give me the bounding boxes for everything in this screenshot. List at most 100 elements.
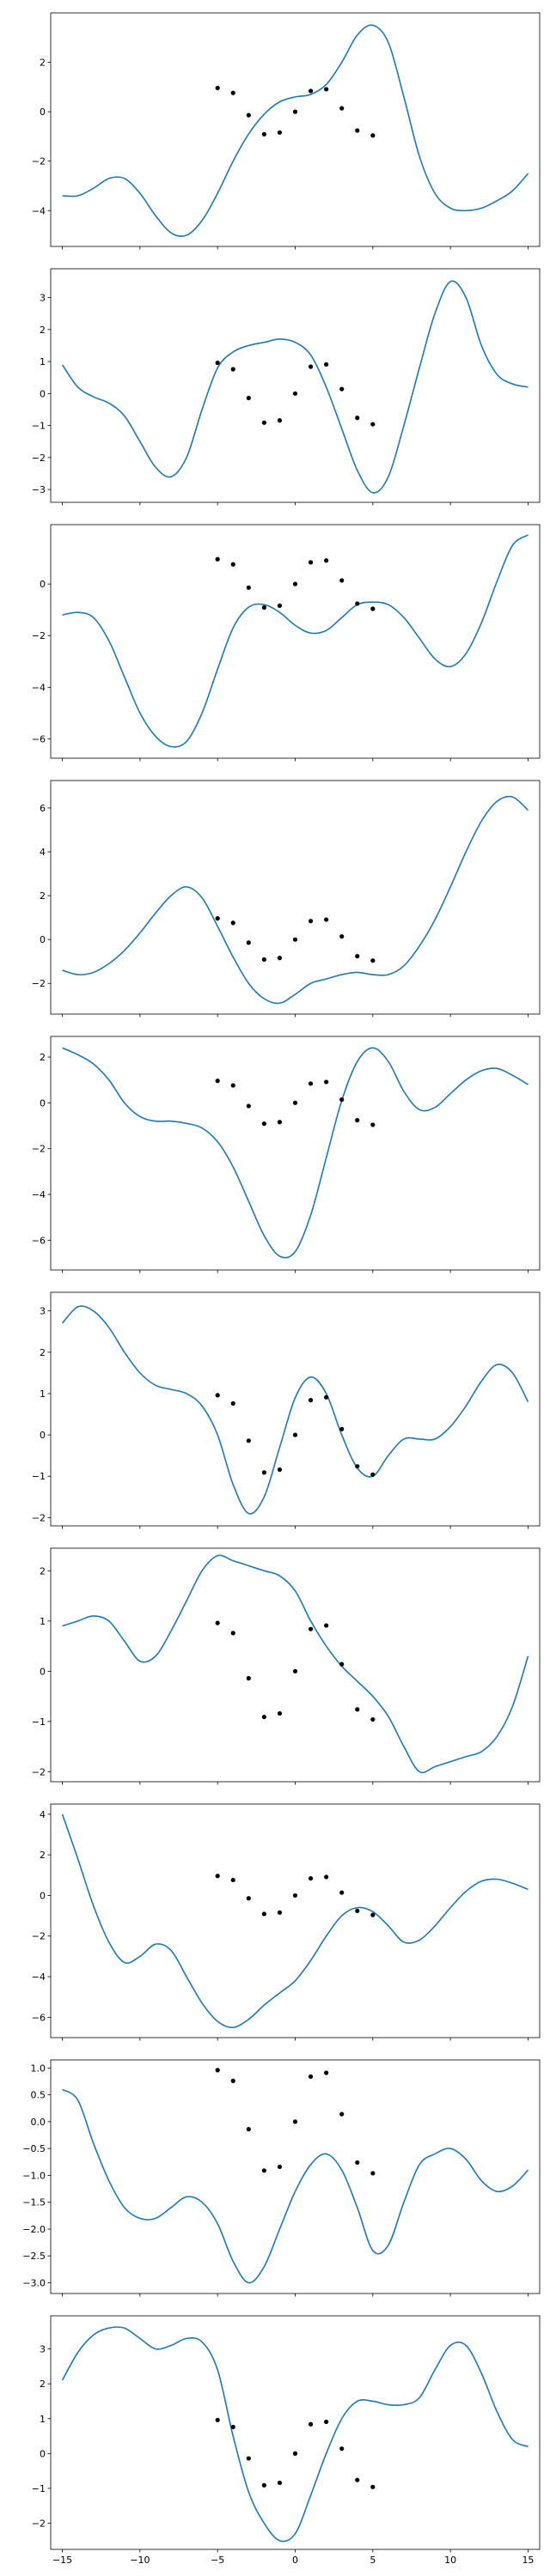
y-tick-label: −6	[32, 2012, 46, 2023]
data-point	[339, 2446, 345, 2451]
y-tick-label: −3	[32, 484, 46, 495]
y-tick-label: 2	[40, 325, 46, 336]
y-tick-label: −4	[32, 682, 46, 693]
data-point	[292, 2451, 298, 2456]
y-tick-label: 2	[40, 1347, 46, 1358]
data-point	[308, 1875, 314, 1881]
data-point	[261, 1714, 266, 1720]
y-tick-label: 1	[40, 1616, 46, 1627]
data-point	[339, 578, 345, 583]
x-tick-label: 5	[370, 2555, 376, 2566]
data-point	[370, 1716, 376, 1722]
data-point	[230, 2078, 235, 2083]
data-point	[246, 1103, 251, 1109]
data-point	[277, 1467, 283, 1473]
data-point	[215, 360, 220, 366]
y-tick-label: −4	[32, 1971, 46, 1983]
y-tick-label: 0	[40, 1890, 46, 1901]
axes-frame	[50, 524, 541, 759]
data-point	[324, 361, 329, 368]
series-line	[62, 24, 529, 238]
data-point	[355, 601, 360, 606]
x-tick-label: −15	[52, 2555, 72, 2566]
y-tick-label: 0.5	[31, 2090, 46, 2101]
data-point	[277, 1710, 283, 1716]
data-point	[261, 2168, 266, 2173]
subplot-4: −2 0 2 4 6	[32, 780, 541, 1018]
axes-frame	[50, 12, 541, 247]
series-line	[62, 2088, 529, 2284]
y-tick-label: 0	[40, 1097, 46, 1109]
y-tick-label: −2	[32, 1931, 46, 1942]
subplot-1: −4 −2 0 2	[32, 12, 541, 250]
data-point	[339, 106, 345, 111]
y-tick-label: −2.0	[22, 2224, 46, 2235]
data-point	[277, 418, 283, 423]
subplot-8: −6 −4 −2 0 2 4	[32, 1803, 541, 2041]
subplot-6: −2 −1 0 1 2 3	[32, 1291, 541, 1529]
axes-frame	[50, 1291, 541, 1527]
data-point	[308, 1398, 314, 1403]
y-tick-label: 2	[40, 2379, 46, 2390]
data-point	[277, 1910, 283, 1915]
data-point	[215, 1620, 220, 1625]
data-point	[261, 1121, 266, 1127]
y-tick-label: −2	[32, 453, 46, 464]
y-tick-label: −3.0	[22, 2277, 46, 2288]
data-point	[324, 1079, 329, 1084]
data-point	[355, 1707, 360, 1712]
axes-frame	[50, 1803, 541, 2038]
data-point	[277, 2164, 283, 2170]
data-point	[370, 958, 376, 963]
series-line	[62, 534, 529, 748]
data-point	[292, 1668, 298, 1674]
series-line	[62, 1554, 529, 1774]
y-tick-label: −1.5	[22, 2197, 46, 2208]
data-point	[324, 1874, 329, 1880]
y-tick-label: 6	[40, 803, 46, 814]
data-point	[370, 2171, 376, 2176]
data-point	[215, 916, 220, 921]
y-tick-label: 0	[40, 579, 46, 590]
data-point	[246, 940, 251, 945]
subplot-3: −6 −4 −2 0	[32, 524, 541, 762]
data-point	[308, 2421, 314, 2427]
data-point	[261, 131, 266, 137]
y-tick-label: −2	[32, 1144, 46, 1155]
data-point	[292, 937, 298, 942]
data-point	[370, 1912, 376, 1917]
data-point	[324, 1623, 329, 1628]
data-point	[355, 2160, 360, 2166]
y-tick-label: 2	[40, 1052, 46, 1063]
data-point	[292, 391, 298, 396]
data-point	[230, 920, 235, 926]
data-point	[292, 1100, 298, 1105]
series-line	[61, 2326, 529, 2543]
data-point	[370, 133, 376, 138]
y-tick-label: 4	[40, 847, 46, 858]
y-tick-label: 3	[40, 293, 46, 304]
data-point	[370, 1472, 376, 1477]
axes-frame	[50, 1036, 541, 1271]
data-point	[230, 2424, 235, 2430]
data-point	[230, 1631, 235, 1636]
data-point	[339, 1662, 345, 1667]
data-point	[230, 367, 235, 372]
data-point	[292, 2119, 298, 2124]
data-point	[261, 957, 266, 963]
y-tick-label: 0	[40, 106, 46, 118]
y-tick-label: 0	[40, 388, 46, 399]
data-point	[230, 1400, 235, 1406]
data-point	[324, 917, 329, 922]
series-line	[61, 1305, 529, 1515]
y-tick-label: −2	[32, 156, 46, 167]
y-tick-label: −4	[32, 205, 46, 216]
y-tick-label: −1	[32, 1471, 46, 1482]
data-point	[230, 1877, 235, 1883]
x-tick-label: 0	[292, 2555, 298, 2566]
data-point	[215, 85, 220, 91]
x-tick-label: −5	[211, 2555, 224, 2566]
data-point	[215, 1078, 220, 1084]
data-point	[246, 395, 251, 401]
